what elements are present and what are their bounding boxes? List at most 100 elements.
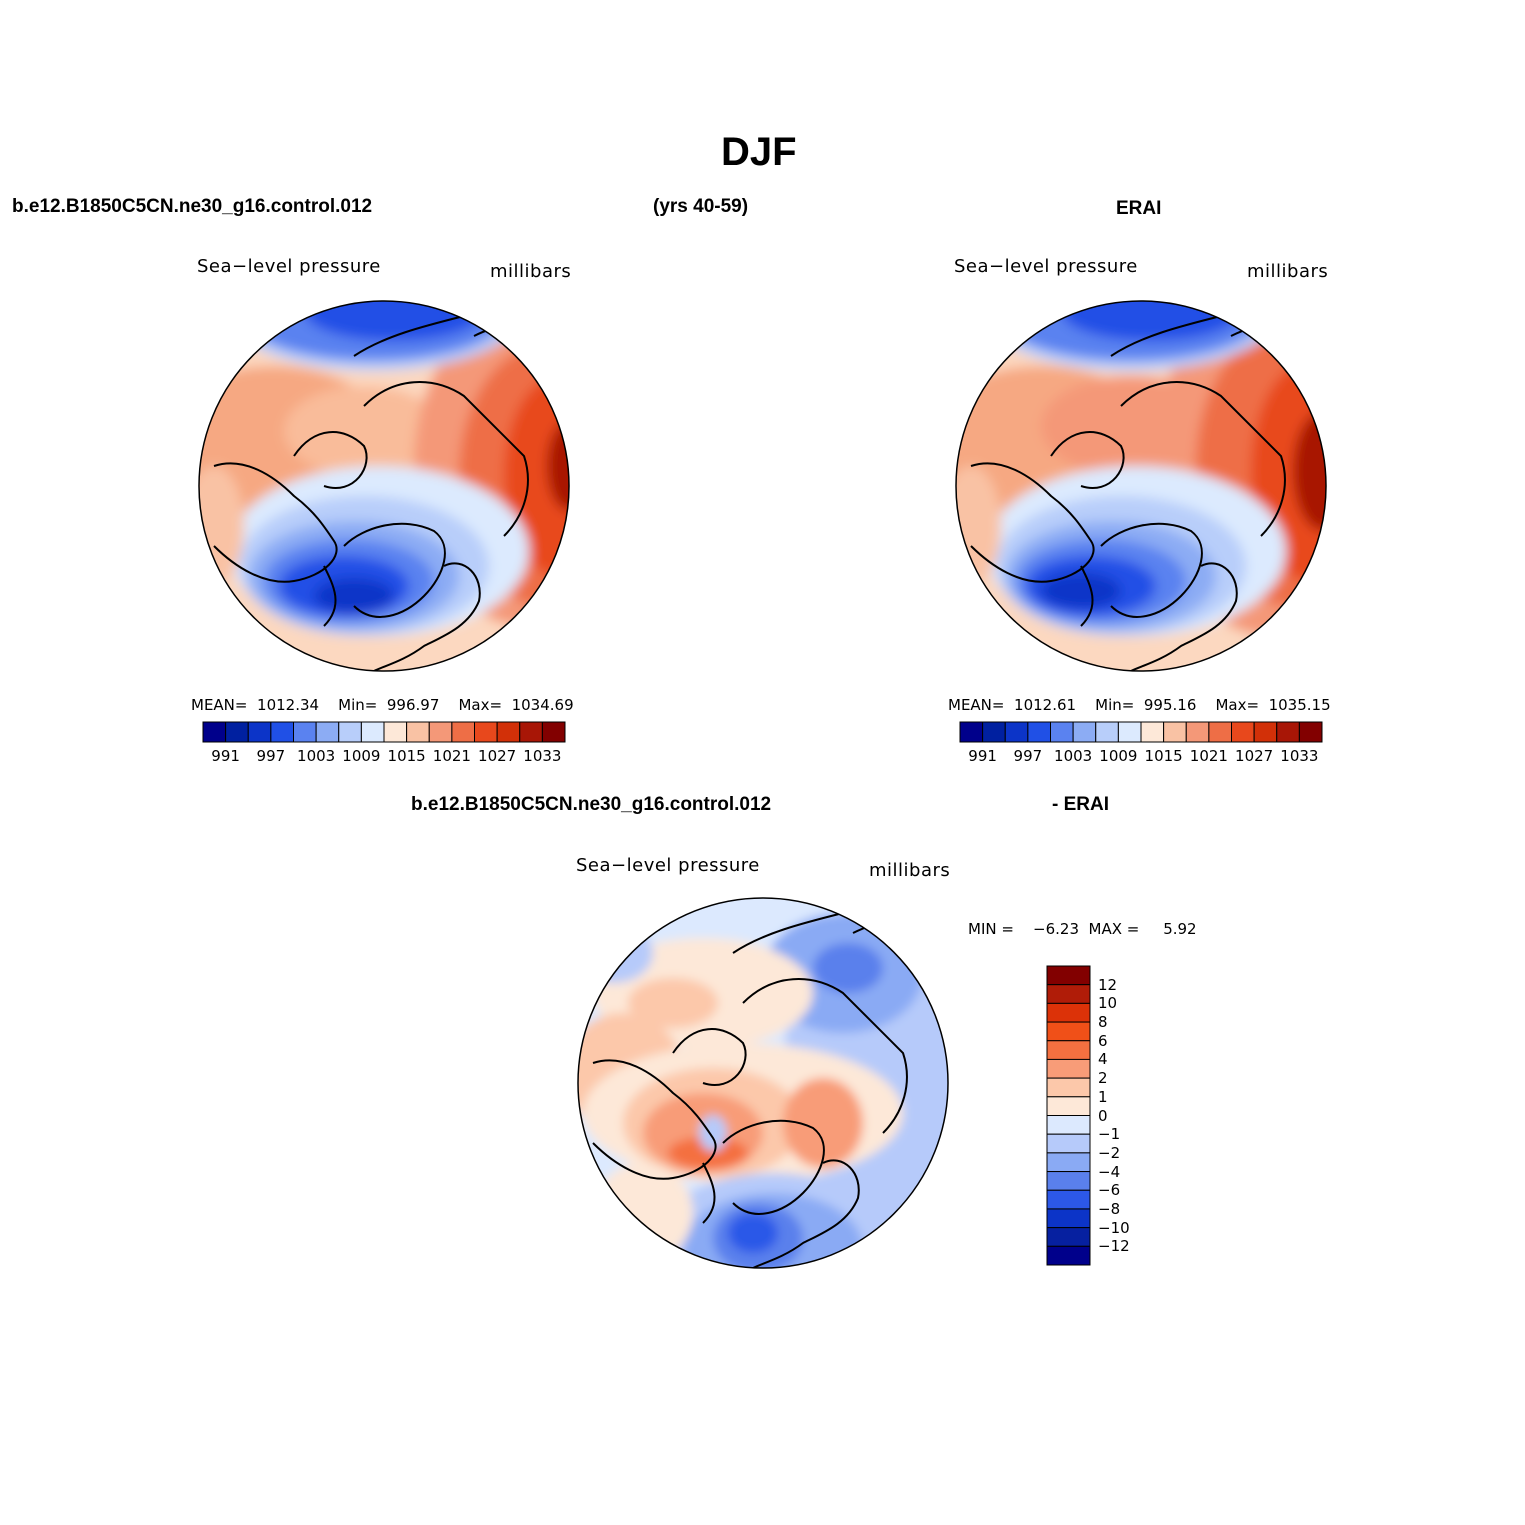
colorbar-tick-label: −2	[1098, 1143, 1121, 1162]
colorbar-swatch	[1046, 1208, 1091, 1229]
colorbar-swatch	[1231, 721, 1255, 743]
obs-field-title: Sea−level pressure	[954, 256, 1138, 277]
model-max-label: Max=	[458, 696, 503, 714]
colorbar-swatch	[1276, 721, 1300, 743]
colorbar-tick-label: −8	[1098, 1199, 1121, 1218]
colorbar-swatch	[1046, 1096, 1091, 1116]
diff-min-label: MIN =	[968, 920, 1014, 938]
colorbar-swatch	[1046, 984, 1091, 1004]
colorbar-swatch	[519, 721, 543, 743]
model-mean-value: 1012.34	[257, 696, 320, 714]
colorbar-tick-label: 1	[1098, 1087, 1108, 1106]
diff-field-title: Sea−level pressure	[576, 855, 760, 876]
colorbar-swatch	[1046, 1115, 1091, 1135]
model-min-value: 996.97	[386, 696, 440, 714]
colorbar-tick-label: 1015	[1144, 747, 1183, 765]
colorbar-swatch	[451, 721, 475, 743]
colorbar-swatch	[982, 721, 1006, 743]
colorbar-swatch	[1140, 721, 1165, 743]
model-min-label: Min=	[338, 696, 378, 714]
colorbar-swatch	[959, 721, 984, 743]
model-max-value: 1034.69	[511, 696, 574, 714]
colorbar-swatch	[406, 721, 430, 743]
colorbar-swatch	[247, 721, 272, 743]
obs-max-value: 1035.15	[1268, 696, 1331, 714]
colorbar-swatch	[1050, 721, 1074, 743]
colorbar-tick-label: 991	[968, 747, 997, 765]
colorbar-swatch	[1046, 1133, 1091, 1154]
colorbar-swatch	[270, 721, 294, 743]
model-mean-label: MEAN=	[191, 696, 248, 714]
colorbar-swatch	[1253, 721, 1278, 743]
colorbar-swatch	[428, 721, 453, 743]
obs-units-label: millibars	[1247, 261, 1329, 282]
model-polar-map	[198, 300, 570, 672]
colorbar-tick-label: 1015	[387, 747, 426, 765]
colorbar-tick-label: 10	[1098, 994, 1118, 1013]
colorbar-swatch	[1185, 721, 1210, 743]
obs-max-label: Max=	[1215, 696, 1260, 714]
obs-stats: MEAN= 1012.61 Min= 995.16 Max= 1035.15	[948, 696, 1331, 714]
colorbar-swatch	[1046, 1077, 1091, 1098]
colorbar-tick-label: 1033	[1280, 747, 1319, 765]
colorbar-swatch	[1208, 721, 1232, 743]
obs-mean-label: MEAN=	[948, 696, 1005, 714]
colorbar-swatch	[1046, 965, 1091, 986]
years-label: (yrs 40-59)	[653, 196, 749, 217]
colorbar-tick-label: 4	[1098, 1050, 1108, 1069]
colorbar-swatch	[202, 721, 227, 743]
model-colorbar-labels: 991 997 1003 1009 1015 1021 1027 1033	[203, 747, 565, 767]
colorbar-swatch	[1046, 1171, 1091, 1191]
colorbar-swatch	[496, 721, 521, 743]
case-name-label: b.e12.B1850C5CN.ne30_g16.control.012	[12, 196, 373, 217]
colorbar-swatch	[1004, 721, 1029, 743]
colorbar-tick-label: 991	[211, 747, 240, 765]
diff-colorbar	[1046, 965, 1091, 1266]
diff-colorbar-labels: 12 10 8 6 4 2 1 0 −1 −2 −4 −6 −8 −10 −12	[1098, 966, 1158, 1265]
obs-min-value: 995.16	[1143, 696, 1197, 714]
model-field-title: Sea−level pressure	[197, 256, 381, 277]
colorbar-swatch	[1027, 721, 1051, 743]
colorbar-tick-label: 997	[256, 747, 286, 765]
colorbar-swatch	[1046, 1189, 1091, 1210]
model-stats: MEAN= 1012.34 Min= 996.97 Max= 1034.69	[191, 696, 574, 714]
diff-min-value: −6.23	[1033, 920, 1079, 938]
colorbar-swatch	[293, 721, 317, 743]
colorbar-swatch	[1046, 1152, 1091, 1173]
colorbar-tick-label: 12	[1098, 975, 1118, 994]
diff-max-label: MAX =	[1088, 920, 1140, 938]
colorbar-swatch	[1046, 1002, 1091, 1023]
colorbar-swatch	[474, 721, 498, 743]
colorbar-tick-label: 0	[1098, 1106, 1108, 1125]
diff-case-label: b.e12.B1850C5CN.ne30_g16.control.012	[411, 794, 772, 815]
colorbar-swatch	[1046, 1227, 1091, 1247]
colorbar-tick-label: 1033	[523, 747, 562, 765]
colorbar-swatch	[1046, 1245, 1091, 1266]
colorbar-swatch	[338, 721, 362, 743]
colorbar-swatch	[1117, 721, 1142, 743]
colorbar-swatch	[1046, 1021, 1091, 1042]
obs-name-label: ERAI	[1116, 198, 1162, 219]
colorbar-swatch	[1163, 721, 1187, 743]
colorbar-swatch	[1046, 1040, 1091, 1060]
colorbar-tick-label: 2	[1098, 1069, 1108, 1088]
colorbar-tick-label: −1	[1098, 1125, 1121, 1144]
colorbar-tick-label: 1009	[1099, 747, 1138, 765]
colorbar-swatch	[1298, 721, 1323, 743]
obs-colorbar	[959, 721, 1323, 743]
colorbar-tick-label: 997	[1013, 747, 1043, 765]
colorbar-tick-label: −6	[1098, 1181, 1121, 1200]
colorbar-swatch	[1072, 721, 1097, 743]
obs-mean-value: 1012.61	[1014, 696, 1077, 714]
diff-units-label: millibars	[869, 860, 951, 881]
colorbar-tick-label: 8	[1098, 1013, 1108, 1032]
colorbar-tick-label: 1003	[1054, 747, 1093, 765]
colorbar-tick-label: −4	[1098, 1162, 1121, 1181]
colorbar-tick-label: −12	[1098, 1237, 1130, 1256]
diff-max-value: 5.92	[1163, 920, 1197, 938]
obs-polar-map	[955, 300, 1327, 672]
model-colorbar	[202, 721, 566, 743]
colorbar-tick-label: 1027	[478, 747, 517, 765]
plot-title: DJF	[721, 130, 797, 174]
diff-polar-map	[577, 897, 949, 1269]
